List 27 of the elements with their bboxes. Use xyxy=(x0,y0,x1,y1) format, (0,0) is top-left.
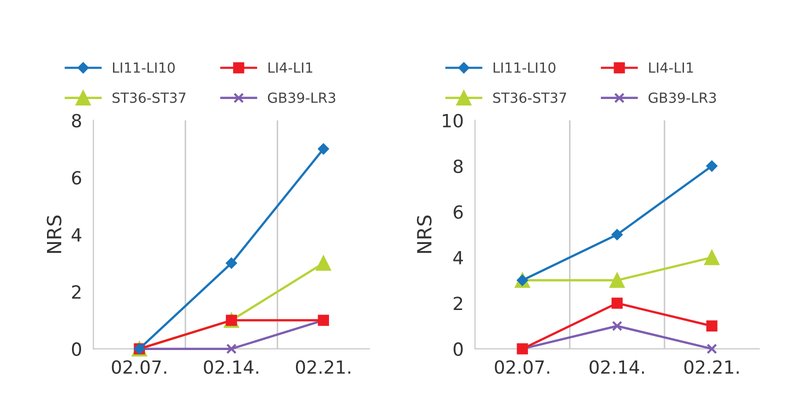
y-axis-title: NRS xyxy=(46,215,62,253)
y-tick-label: 2 xyxy=(72,285,80,299)
legend-label: GB39-LR3 xyxy=(648,92,716,103)
y-tick-label: 8 xyxy=(72,114,82,128)
legend-label: ST36-ST37 xyxy=(493,92,566,103)
x-tick-label: 02.07. xyxy=(112,360,166,374)
x-tick-label: 02.14. xyxy=(204,360,258,374)
x-tick-label: 02.21. xyxy=(684,360,739,374)
legend-label: LI11-LI10 xyxy=(113,62,175,73)
legend-label: LI11-LI10 xyxy=(494,62,556,73)
y-tick-label: 6 xyxy=(454,205,463,219)
y-tick-label: 0 xyxy=(72,342,82,356)
legend-label: ST36-ST37 xyxy=(112,92,186,103)
y-tick-label: 10 xyxy=(442,114,463,128)
x-tick-label: 02.14. xyxy=(590,360,644,374)
y-tick-label: 4 xyxy=(453,251,463,264)
y-tick-label: 4 xyxy=(72,228,82,242)
y-tick-label: 2 xyxy=(454,296,462,310)
y-axis-title: NRS xyxy=(416,215,432,253)
y-tick-label: 0 xyxy=(454,342,463,356)
y-tick-label: 8 xyxy=(454,160,463,174)
x-tick-label: 02.21. xyxy=(296,360,350,374)
legend-label: LI4-LI1 xyxy=(649,62,693,73)
legend-label: LI4-LI1 xyxy=(268,62,312,73)
legend-label: GB39-LR3 xyxy=(268,92,336,103)
x-tick-label: 02.07. xyxy=(494,360,550,374)
y-tick-label: 6 xyxy=(72,170,82,185)
